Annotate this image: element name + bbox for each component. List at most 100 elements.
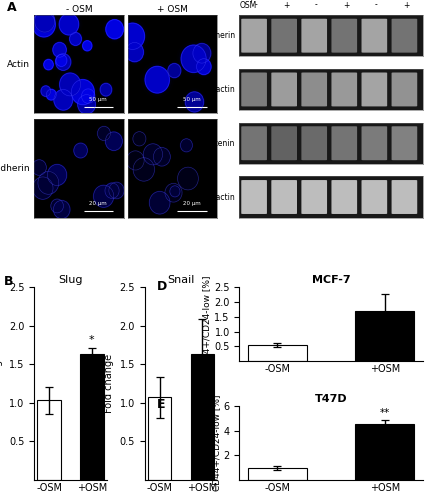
Circle shape <box>38 172 59 194</box>
Circle shape <box>196 58 210 74</box>
FancyBboxPatch shape <box>331 72 356 106</box>
FancyBboxPatch shape <box>271 126 296 160</box>
Circle shape <box>32 12 55 37</box>
Circle shape <box>93 185 113 208</box>
Bar <box>80 354 104 480</box>
Title: + OSM: + OSM <box>157 5 187 14</box>
Circle shape <box>32 160 46 176</box>
Text: A: A <box>7 1 17 14</box>
Circle shape <box>167 64 181 78</box>
Title: T47D: T47D <box>314 394 347 404</box>
Bar <box>37 400 61 480</box>
Circle shape <box>47 164 66 186</box>
Text: C: C <box>188 0 197 3</box>
FancyBboxPatch shape <box>391 126 416 160</box>
Text: +: + <box>342 0 348 10</box>
Circle shape <box>41 86 51 97</box>
Circle shape <box>127 151 144 170</box>
Circle shape <box>69 32 81 46</box>
Text: 20 μm: 20 μm <box>182 201 200 206</box>
Y-axis label: Actin: Actin <box>7 60 30 68</box>
Circle shape <box>81 89 95 104</box>
Text: 50 μm: 50 μm <box>89 96 106 102</box>
Circle shape <box>71 80 94 104</box>
Circle shape <box>32 177 53 200</box>
Y-axis label: E-cadherin: E-cadherin <box>194 31 235 40</box>
Circle shape <box>177 167 198 190</box>
Circle shape <box>145 66 169 93</box>
Circle shape <box>126 42 143 62</box>
Text: **: ** <box>379 408 389 418</box>
Bar <box>247 468 306 480</box>
Text: 20 μm: 20 μm <box>89 201 106 206</box>
Bar <box>190 354 214 480</box>
Title: Snail: Snail <box>167 275 194 285</box>
FancyBboxPatch shape <box>271 72 296 106</box>
Title: MCF-7: MCF-7 <box>311 275 350 285</box>
FancyBboxPatch shape <box>241 180 266 214</box>
Circle shape <box>78 94 95 114</box>
Circle shape <box>56 54 67 66</box>
Circle shape <box>44 60 53 70</box>
Text: -: - <box>254 0 257 10</box>
Circle shape <box>53 200 70 218</box>
Text: OSM: OSM <box>239 0 256 10</box>
FancyBboxPatch shape <box>391 18 416 52</box>
Circle shape <box>55 54 71 70</box>
Circle shape <box>106 20 123 39</box>
Circle shape <box>167 64 181 78</box>
Circle shape <box>185 92 203 112</box>
FancyBboxPatch shape <box>241 126 266 160</box>
Circle shape <box>60 73 81 96</box>
Y-axis label: Fold change: Fold change <box>104 354 114 413</box>
Circle shape <box>71 80 94 104</box>
Circle shape <box>74 143 87 158</box>
Y-axis label: CD44+/CD24-low [%]: CD44+/CD24-low [%] <box>202 276 211 372</box>
Circle shape <box>170 186 180 197</box>
Text: 3: 3 <box>401 0 406 2</box>
FancyBboxPatch shape <box>241 72 266 106</box>
Text: -: - <box>314 0 317 10</box>
FancyBboxPatch shape <box>331 126 356 160</box>
Y-axis label: CD44+/CD24-low [%]: CD44+/CD24-low [%] <box>211 394 220 491</box>
Circle shape <box>105 132 122 150</box>
Circle shape <box>32 12 55 37</box>
Circle shape <box>181 45 206 72</box>
Circle shape <box>126 42 143 62</box>
Text: 2: 2 <box>348 0 353 2</box>
Circle shape <box>105 183 119 198</box>
Y-axis label: β-actin: β-actin <box>208 192 235 202</box>
Circle shape <box>109 182 124 199</box>
Circle shape <box>46 90 56 100</box>
Circle shape <box>120 23 144 50</box>
FancyBboxPatch shape <box>271 180 296 214</box>
Circle shape <box>153 148 170 166</box>
Y-axis label: α-catenin: α-catenin <box>199 138 235 147</box>
Circle shape <box>97 126 110 140</box>
Title: Slug: Slug <box>58 275 83 285</box>
FancyBboxPatch shape <box>301 126 326 160</box>
FancyBboxPatch shape <box>301 18 326 52</box>
Circle shape <box>145 66 169 93</box>
Circle shape <box>193 44 210 63</box>
FancyBboxPatch shape <box>271 18 296 52</box>
FancyBboxPatch shape <box>331 180 356 214</box>
FancyBboxPatch shape <box>391 72 416 106</box>
Y-axis label: Fold change: Fold change <box>0 354 3 413</box>
Circle shape <box>59 14 78 35</box>
FancyBboxPatch shape <box>361 180 386 214</box>
Text: *: * <box>89 335 95 345</box>
Circle shape <box>55 54 71 70</box>
Circle shape <box>143 144 162 165</box>
Circle shape <box>54 90 72 110</box>
Circle shape <box>164 184 181 202</box>
Y-axis label: E-cadherin: E-cadherin <box>0 164 30 173</box>
FancyBboxPatch shape <box>361 126 386 160</box>
Circle shape <box>53 42 66 57</box>
Circle shape <box>54 90 72 110</box>
Text: D: D <box>157 280 167 292</box>
Circle shape <box>78 94 95 114</box>
Circle shape <box>81 89 95 104</box>
Text: +: + <box>402 0 409 10</box>
Circle shape <box>46 90 56 100</box>
